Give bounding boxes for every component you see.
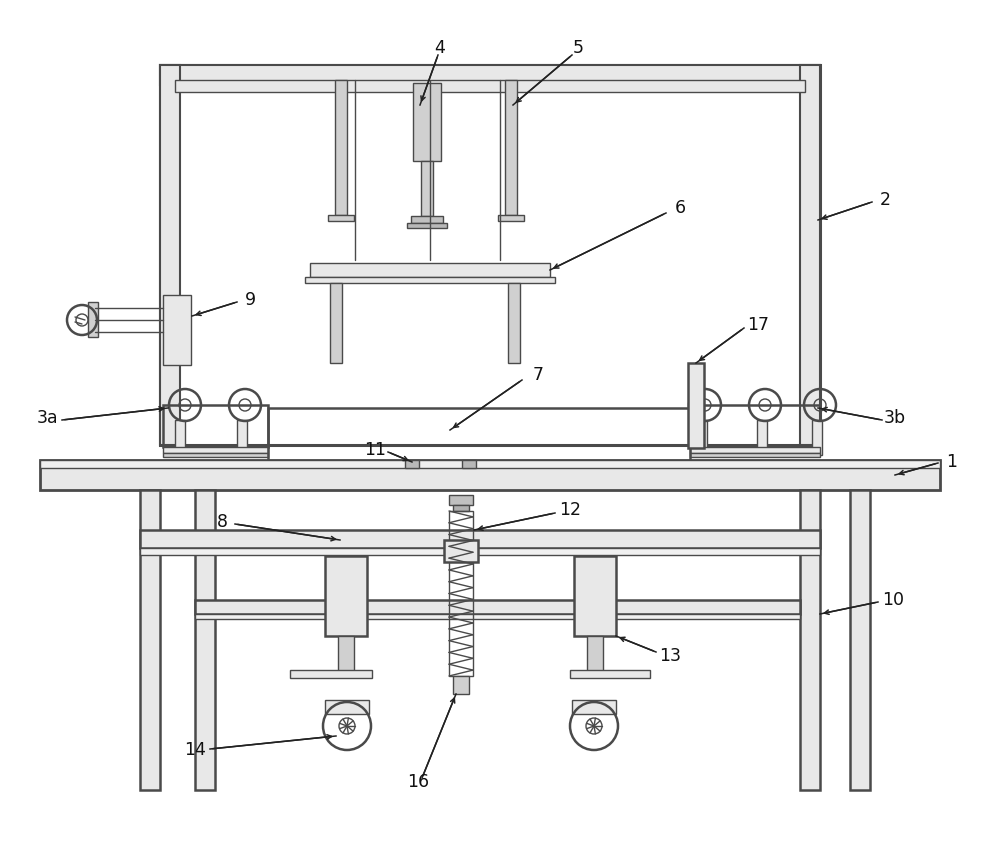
Bar	[757, 420, 767, 455]
Bar	[325, 700, 369, 714]
Bar	[290, 670, 372, 678]
Text: 9: 9	[244, 291, 256, 309]
Text: 14: 14	[184, 741, 206, 759]
Bar	[508, 283, 520, 363]
Text: 2: 2	[880, 191, 891, 209]
Bar	[163, 295, 191, 365]
Text: 1: 1	[946, 453, 958, 471]
Text: 4: 4	[435, 39, 445, 57]
Bar	[411, 216, 443, 223]
Bar	[195, 614, 800, 619]
Bar	[140, 530, 820, 548]
Text: 11: 11	[364, 441, 386, 459]
Bar	[163, 405, 268, 447]
Text: 8: 8	[216, 513, 228, 531]
Text: 10: 10	[882, 591, 904, 609]
Bar	[449, 511, 473, 676]
Bar	[160, 65, 820, 85]
Bar	[690, 447, 820, 453]
Bar	[498, 215, 524, 221]
Text: 13: 13	[659, 647, 681, 665]
Bar	[310, 263, 550, 277]
Bar	[444, 540, 478, 562]
Bar	[175, 420, 185, 455]
Bar	[462, 460, 476, 468]
Bar	[195, 600, 800, 614]
Bar	[574, 556, 616, 636]
Bar	[40, 460, 940, 468]
Text: 6: 6	[674, 199, 686, 217]
Bar	[40, 460, 940, 490]
Text: 5: 5	[572, 39, 584, 57]
Text: 7: 7	[532, 366, 544, 384]
Bar	[338, 636, 354, 674]
Bar	[160, 65, 820, 445]
Bar	[572, 700, 616, 714]
Bar	[140, 548, 820, 555]
Bar	[160, 65, 180, 445]
Bar	[690, 453, 820, 457]
Bar	[330, 283, 342, 363]
Bar	[163, 453, 268, 457]
Bar	[328, 215, 354, 221]
Bar	[850, 490, 870, 790]
Bar	[800, 490, 820, 790]
Text: 16: 16	[407, 773, 429, 791]
Bar	[688, 363, 704, 448]
Bar	[449, 495, 473, 505]
Bar	[453, 676, 469, 694]
Bar	[690, 405, 820, 447]
Bar	[453, 505, 469, 511]
Bar	[325, 556, 367, 636]
Bar	[163, 447, 268, 453]
Bar	[505, 80, 517, 215]
Text: 3a: 3a	[37, 409, 59, 427]
Bar	[570, 670, 650, 678]
Bar	[195, 490, 215, 790]
Bar	[237, 420, 247, 455]
Bar	[800, 65, 820, 445]
Bar	[413, 83, 441, 161]
Bar	[305, 277, 555, 283]
Bar	[407, 223, 447, 228]
Text: 12: 12	[559, 501, 581, 519]
Bar	[697, 420, 707, 455]
Bar	[405, 460, 419, 468]
Text: 17: 17	[747, 316, 769, 334]
Bar	[587, 636, 603, 674]
Bar	[335, 80, 347, 215]
Bar	[812, 420, 822, 455]
Bar	[175, 80, 805, 92]
Bar	[140, 490, 160, 790]
Text: 3b: 3b	[884, 409, 906, 427]
Bar	[88, 302, 98, 337]
Bar	[421, 161, 433, 216]
Bar	[268, 408, 690, 463]
